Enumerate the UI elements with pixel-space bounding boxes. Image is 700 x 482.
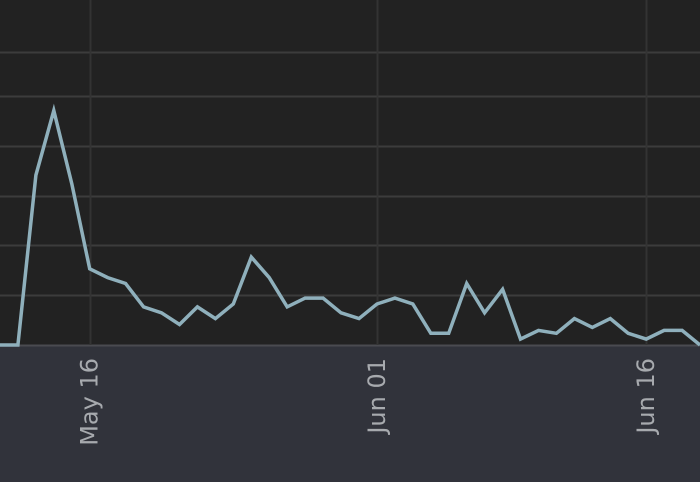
x-tick-label: May 16 [76,358,104,446]
gridlines [0,0,700,347]
x-tick-labels: May 16 Jun 01 Jun 16 [76,358,661,446]
series-layer [0,103,700,347]
x-tick-label: Jun 16 [632,358,660,436]
plot-area [0,0,700,345]
series-line [0,103,700,347]
x-tick-label: Jun 01 [363,358,391,436]
